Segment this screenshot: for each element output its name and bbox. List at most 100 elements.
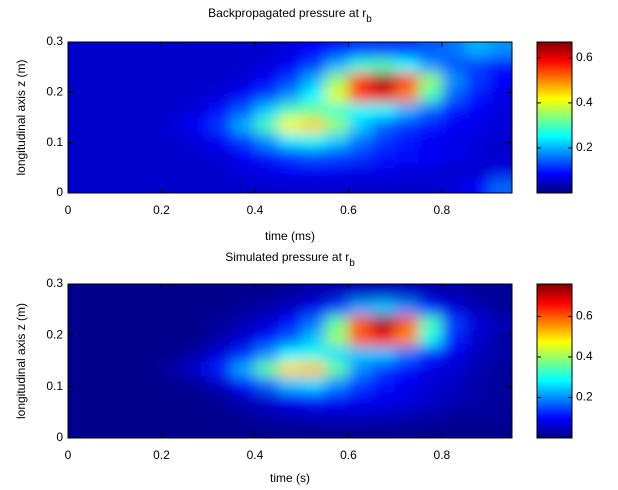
heatmap-cell bbox=[138, 177, 162, 193]
heatmap-cell bbox=[161, 42, 186, 58]
heatmap-cell bbox=[441, 87, 466, 103]
heatmap-cell bbox=[325, 57, 349, 73]
heatmap-cell bbox=[278, 132, 303, 149]
heatmap-cell bbox=[348, 57, 373, 73]
heatmap-cell bbox=[395, 422, 420, 438]
heatmap-cell bbox=[441, 422, 466, 438]
heatmap-cell bbox=[395, 102, 420, 118]
heatmap-cell bbox=[184, 117, 209, 134]
heatmap-cell bbox=[418, 57, 443, 73]
heatmap-cell bbox=[418, 345, 443, 362]
x-tick-label: 0 bbox=[65, 448, 72, 462]
heatmap-cell bbox=[441, 132, 466, 149]
heatmap-cell bbox=[325, 361, 349, 377]
heatmap-cell bbox=[395, 330, 420, 347]
heatmap-cell bbox=[348, 177, 373, 193]
heatmap-cell bbox=[138, 330, 162, 347]
heatmap-cell bbox=[278, 314, 303, 331]
heatmap-cell bbox=[488, 132, 512, 149]
heatmap-cell bbox=[231, 330, 256, 347]
heatmap-cell bbox=[278, 147, 303, 164]
heatmap-cell bbox=[68, 102, 92, 118]
heatmap-cell bbox=[278, 42, 303, 58]
heatmap-cell bbox=[441, 407, 466, 424]
heatmap-cell bbox=[465, 102, 490, 118]
heatmap-cell bbox=[138, 345, 162, 362]
heatmap-cell bbox=[441, 72, 466, 88]
heatmap-cell bbox=[465, 284, 490, 300]
colorbar bbox=[536, 283, 573, 439]
heatmap-cell bbox=[465, 162, 490, 179]
heatmap-cell bbox=[68, 57, 92, 73]
heatmap-cell bbox=[325, 330, 349, 347]
heatmap-cell bbox=[465, 361, 490, 377]
heatmap-cell bbox=[418, 284, 443, 300]
heatmap-cell bbox=[161, 147, 186, 164]
heatmap-cell bbox=[488, 345, 512, 362]
heatmap-cell bbox=[138, 407, 162, 424]
heatmap-cell bbox=[208, 147, 233, 164]
heatmap-cell bbox=[441, 117, 466, 134]
heatmap-cell bbox=[418, 314, 443, 331]
x-tick-label: 0.8 bbox=[434, 203, 451, 217]
heatmap-cell bbox=[488, 391, 512, 408]
plot-frame bbox=[67, 283, 513, 439]
y-tick-label: 0.2 bbox=[46, 328, 63, 342]
heatmap-cell bbox=[231, 422, 256, 438]
heatmap-cell bbox=[418, 117, 443, 134]
y-tick-label: 0.2 bbox=[46, 85, 63, 99]
heatmap-cell bbox=[488, 57, 512, 73]
heatmap-cell bbox=[441, 361, 466, 377]
heatmap-cell bbox=[161, 132, 186, 149]
heatmap-cell bbox=[231, 147, 256, 164]
y-tick-label: 0.3 bbox=[46, 276, 63, 290]
heatmap-cell bbox=[114, 72, 139, 88]
heatmap-cell bbox=[488, 162, 512, 179]
heatmap-cell bbox=[371, 314, 396, 331]
heatmap-cell bbox=[68, 391, 92, 408]
heatmap-cell bbox=[114, 299, 139, 316]
heatmap-cell bbox=[161, 57, 186, 73]
heatmap-cell bbox=[301, 57, 326, 73]
heatmap-cell bbox=[254, 345, 279, 362]
heatmap-cell bbox=[418, 87, 443, 103]
heatmap-cell bbox=[138, 361, 162, 377]
heatmap-cell bbox=[278, 87, 303, 103]
heatmap-cell bbox=[114, 177, 139, 193]
heatmap-cell bbox=[114, 87, 139, 103]
heatmap-cell bbox=[138, 87, 162, 103]
heatmap-cell bbox=[488, 284, 512, 300]
heatmap-cell bbox=[68, 72, 92, 88]
heatmap-cell bbox=[371, 391, 396, 408]
heatmap-cell bbox=[418, 376, 443, 393]
heatmap-cell bbox=[371, 361, 396, 377]
heatmap-cell bbox=[208, 422, 233, 438]
x-tick-label: 0.4 bbox=[247, 448, 264, 462]
heatmap-cell bbox=[348, 162, 373, 179]
heatmap-cell bbox=[184, 57, 209, 73]
heatmap-cell bbox=[138, 117, 162, 134]
heatmap-cell bbox=[348, 132, 373, 149]
heatmap-cell bbox=[138, 42, 162, 58]
heatmap bbox=[68, 284, 512, 438]
heatmap-cell bbox=[278, 102, 303, 118]
heatmap-cell bbox=[371, 102, 396, 118]
heatmap-cell bbox=[114, 162, 139, 179]
heatmap bbox=[68, 42, 512, 193]
heatmap-cell bbox=[465, 391, 490, 408]
heatmap-cell bbox=[301, 147, 326, 164]
heatmap-cell bbox=[371, 299, 396, 316]
heatmap-cell bbox=[278, 57, 303, 73]
heatmap-cell bbox=[114, 391, 139, 408]
heatmap-cell bbox=[208, 72, 233, 88]
heatmap-cell bbox=[325, 87, 349, 103]
heatmap-cell bbox=[418, 361, 443, 377]
heatmap-cell bbox=[395, 391, 420, 408]
heatmap-cell bbox=[441, 376, 466, 393]
heatmap-cell bbox=[184, 407, 209, 424]
heatmap-cell bbox=[465, 87, 490, 103]
heatmap-cell bbox=[114, 330, 139, 347]
heatmap-cell bbox=[161, 162, 186, 179]
heatmap-cell bbox=[161, 407, 186, 424]
x-axis-label: time (s) bbox=[270, 471, 310, 485]
